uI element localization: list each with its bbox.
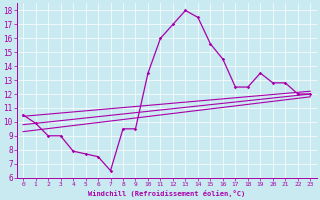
X-axis label: Windchill (Refroidissement éolien,°C): Windchill (Refroidissement éolien,°C)	[88, 190, 245, 197]
